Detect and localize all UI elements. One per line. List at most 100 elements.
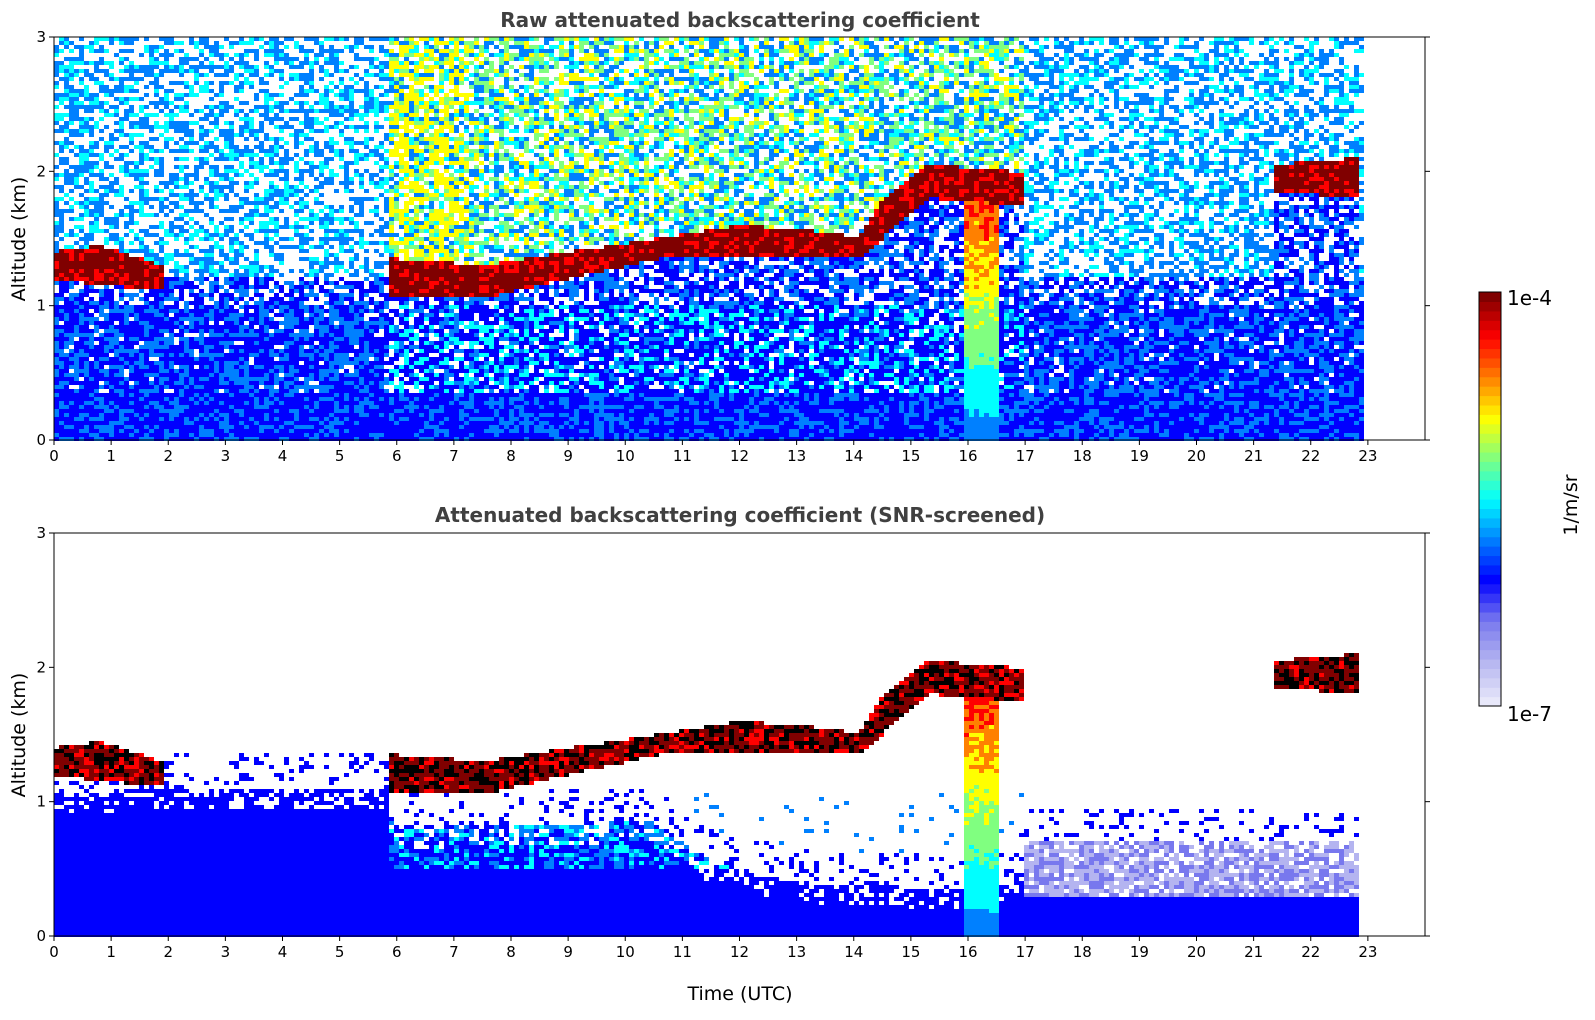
heatmap-cell xyxy=(154,105,159,109)
heatmap-cell xyxy=(214,53,219,57)
heatmap-cell xyxy=(79,337,84,341)
heatmap-cell xyxy=(314,409,319,413)
heatmap-cell xyxy=(394,101,399,105)
heatmap-cell xyxy=(224,61,229,65)
heatmap-cell xyxy=(94,429,99,433)
heatmap-cell xyxy=(199,429,204,433)
heatmap-cell xyxy=(324,177,329,181)
heatmap-cell xyxy=(104,253,109,257)
heatmap-cell xyxy=(164,361,169,365)
heatmap-cell xyxy=(299,357,304,361)
heatmap-cell xyxy=(214,73,219,77)
heatmap-cell xyxy=(194,341,199,345)
heatmap-cell xyxy=(229,105,234,109)
heatmap-cell xyxy=(94,97,99,101)
heatmap-cell xyxy=(269,349,274,353)
heatmap-cell xyxy=(179,297,184,301)
heatmap-cell xyxy=(249,237,254,241)
heatmap-cell xyxy=(229,261,234,265)
heatmap-cell xyxy=(264,197,269,201)
heatmap-cell xyxy=(374,281,379,285)
heatmap-cell xyxy=(314,353,319,357)
heatmap-cell xyxy=(104,301,109,305)
heatmap-cell xyxy=(224,365,229,369)
heatmap-cell xyxy=(274,421,279,425)
heatmap-cell xyxy=(294,233,299,237)
heatmap-cell xyxy=(339,49,344,53)
heatmap-cell xyxy=(234,329,239,333)
heatmap-cell xyxy=(344,181,349,185)
heatmap-cell xyxy=(194,325,199,329)
heatmap-cell xyxy=(59,325,64,329)
heatmap-cell xyxy=(244,69,249,73)
heatmap-cell xyxy=(394,409,399,413)
heatmap-cell xyxy=(304,133,309,137)
heatmap-cell xyxy=(119,189,124,193)
heatmap-cell xyxy=(279,53,284,57)
heatmap-cell xyxy=(294,101,299,105)
heatmap-cell xyxy=(89,409,94,413)
heatmap-cell xyxy=(344,93,349,97)
heatmap-cell xyxy=(224,329,229,333)
heatmap-cell xyxy=(204,229,209,233)
heatmap-cell xyxy=(74,61,79,65)
heatmap-cell xyxy=(84,285,89,289)
heatmap-cell xyxy=(149,353,154,357)
heatmap-cell xyxy=(304,241,309,245)
heatmap-cell xyxy=(354,409,359,413)
heatmap-cell xyxy=(184,197,189,201)
heatmap-cell xyxy=(209,401,214,405)
heatmap-cell xyxy=(264,433,269,437)
heatmap-cell xyxy=(84,373,89,377)
heatmap-cell xyxy=(304,317,309,321)
heatmap-cell xyxy=(89,93,94,97)
heatmap-cell xyxy=(199,149,204,153)
heatmap-cell xyxy=(114,97,119,101)
heatmap-cell xyxy=(214,357,219,361)
heatmap-cell xyxy=(224,429,229,433)
heatmap-cell xyxy=(344,281,349,285)
heatmap-cell xyxy=(319,305,324,309)
heatmap-cell xyxy=(209,81,214,85)
heatmap-cell xyxy=(189,341,194,345)
heatmap-cell xyxy=(349,205,354,209)
heatmap-cell xyxy=(134,145,139,149)
heatmap-cell xyxy=(229,393,234,397)
heatmap-cell xyxy=(204,309,209,313)
heatmap-cell xyxy=(84,253,89,257)
heatmap-cell xyxy=(169,353,174,357)
heatmap-cell xyxy=(69,69,74,73)
heatmap-cell xyxy=(344,233,349,237)
heatmap-cell xyxy=(339,217,344,221)
heatmap-cell xyxy=(274,297,279,301)
heatmap-cell xyxy=(359,417,364,421)
heatmap-cell xyxy=(199,281,204,285)
heatmap-cell xyxy=(199,125,204,129)
heatmap-cell xyxy=(209,361,214,365)
heatmap-cell xyxy=(384,401,389,405)
heatmap-cell xyxy=(104,93,109,97)
heatmap-cell xyxy=(54,297,59,301)
heatmap-cell xyxy=(309,121,314,125)
heatmap-cell xyxy=(59,281,64,285)
heatmap-cell xyxy=(299,409,304,413)
heatmap-cell xyxy=(274,185,279,189)
heatmap-cell xyxy=(264,149,269,153)
heatmap-cell xyxy=(164,365,169,369)
heatmap-cell xyxy=(74,393,79,397)
heatmap-cell xyxy=(239,165,244,169)
heatmap-cell xyxy=(204,373,209,377)
heatmap-cell xyxy=(139,245,144,249)
heatmap-cell xyxy=(329,357,334,361)
heatmap-cell xyxy=(329,405,334,409)
heatmap-cell xyxy=(294,377,299,381)
heatmap-cell xyxy=(84,181,89,185)
heatmap-cell xyxy=(74,109,79,113)
heatmap-cell xyxy=(194,57,199,61)
heatmap-cell xyxy=(319,309,324,313)
heatmap-cell xyxy=(374,185,379,189)
heatmap-cell xyxy=(299,305,304,309)
heatmap-cell xyxy=(209,353,214,357)
heatmap-cell xyxy=(279,197,284,201)
heatmap-cell xyxy=(89,173,94,177)
